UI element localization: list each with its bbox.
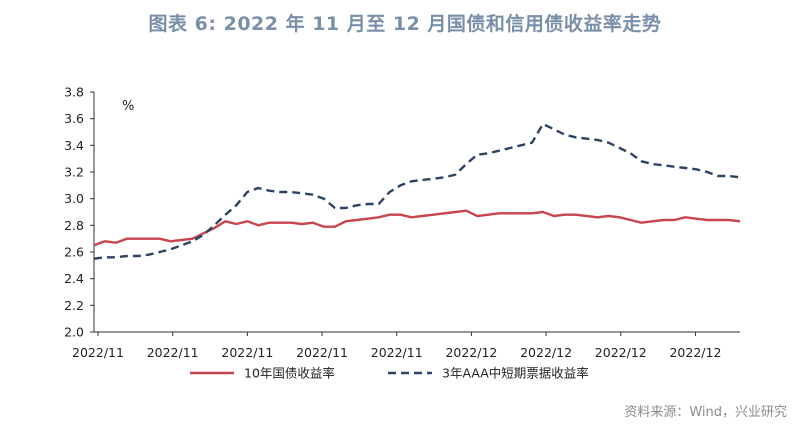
- x-tick-label: 2022/11: [147, 345, 199, 360]
- y-tick-label: 2.0: [64, 325, 84, 340]
- y-tick-label: 2.8: [64, 218, 84, 233]
- y-tick-label: 3.8: [64, 85, 84, 100]
- x-tick-label: 2022/12: [445, 345, 497, 360]
- legend-label: 10年国债收益率: [244, 366, 335, 381]
- x-tick-label: 2022/11: [221, 345, 273, 360]
- y-tick-label: 2.6: [64, 245, 84, 260]
- x-tick-label: 2022/12: [595, 345, 647, 360]
- y-axis-unit-label: %: [122, 99, 134, 114]
- y-tick-label: 3.0: [64, 191, 84, 206]
- legend-label: 3年AAA中短期票据收益率: [442, 366, 589, 381]
- y-tick-label: 2.4: [64, 271, 84, 286]
- series-line-10y-treasury: [93, 209, 741, 247]
- y-tick-label: 2.2: [64, 298, 84, 313]
- x-tick-label: 2022/12: [669, 345, 721, 360]
- chart-title: 图表 6: 2022 年 11 月至 12 月国债和信用债收益率走势: [148, 13, 662, 35]
- x-tick-label: 2022/12: [520, 345, 572, 360]
- y-tick-label: 3.4: [64, 138, 84, 153]
- x-tick-label: 2022/11: [72, 345, 124, 360]
- x-tick-label: 2022/11: [296, 345, 348, 360]
- source-note: 资料来源：Wind，兴业研究: [624, 405, 787, 420]
- series-line-3y-aaa-notes: [93, 122, 741, 260]
- x-tick-label: 2022/11: [371, 345, 423, 360]
- y-tick-label: 3.6: [64, 111, 84, 126]
- y-tick-label: 3.2: [64, 165, 84, 180]
